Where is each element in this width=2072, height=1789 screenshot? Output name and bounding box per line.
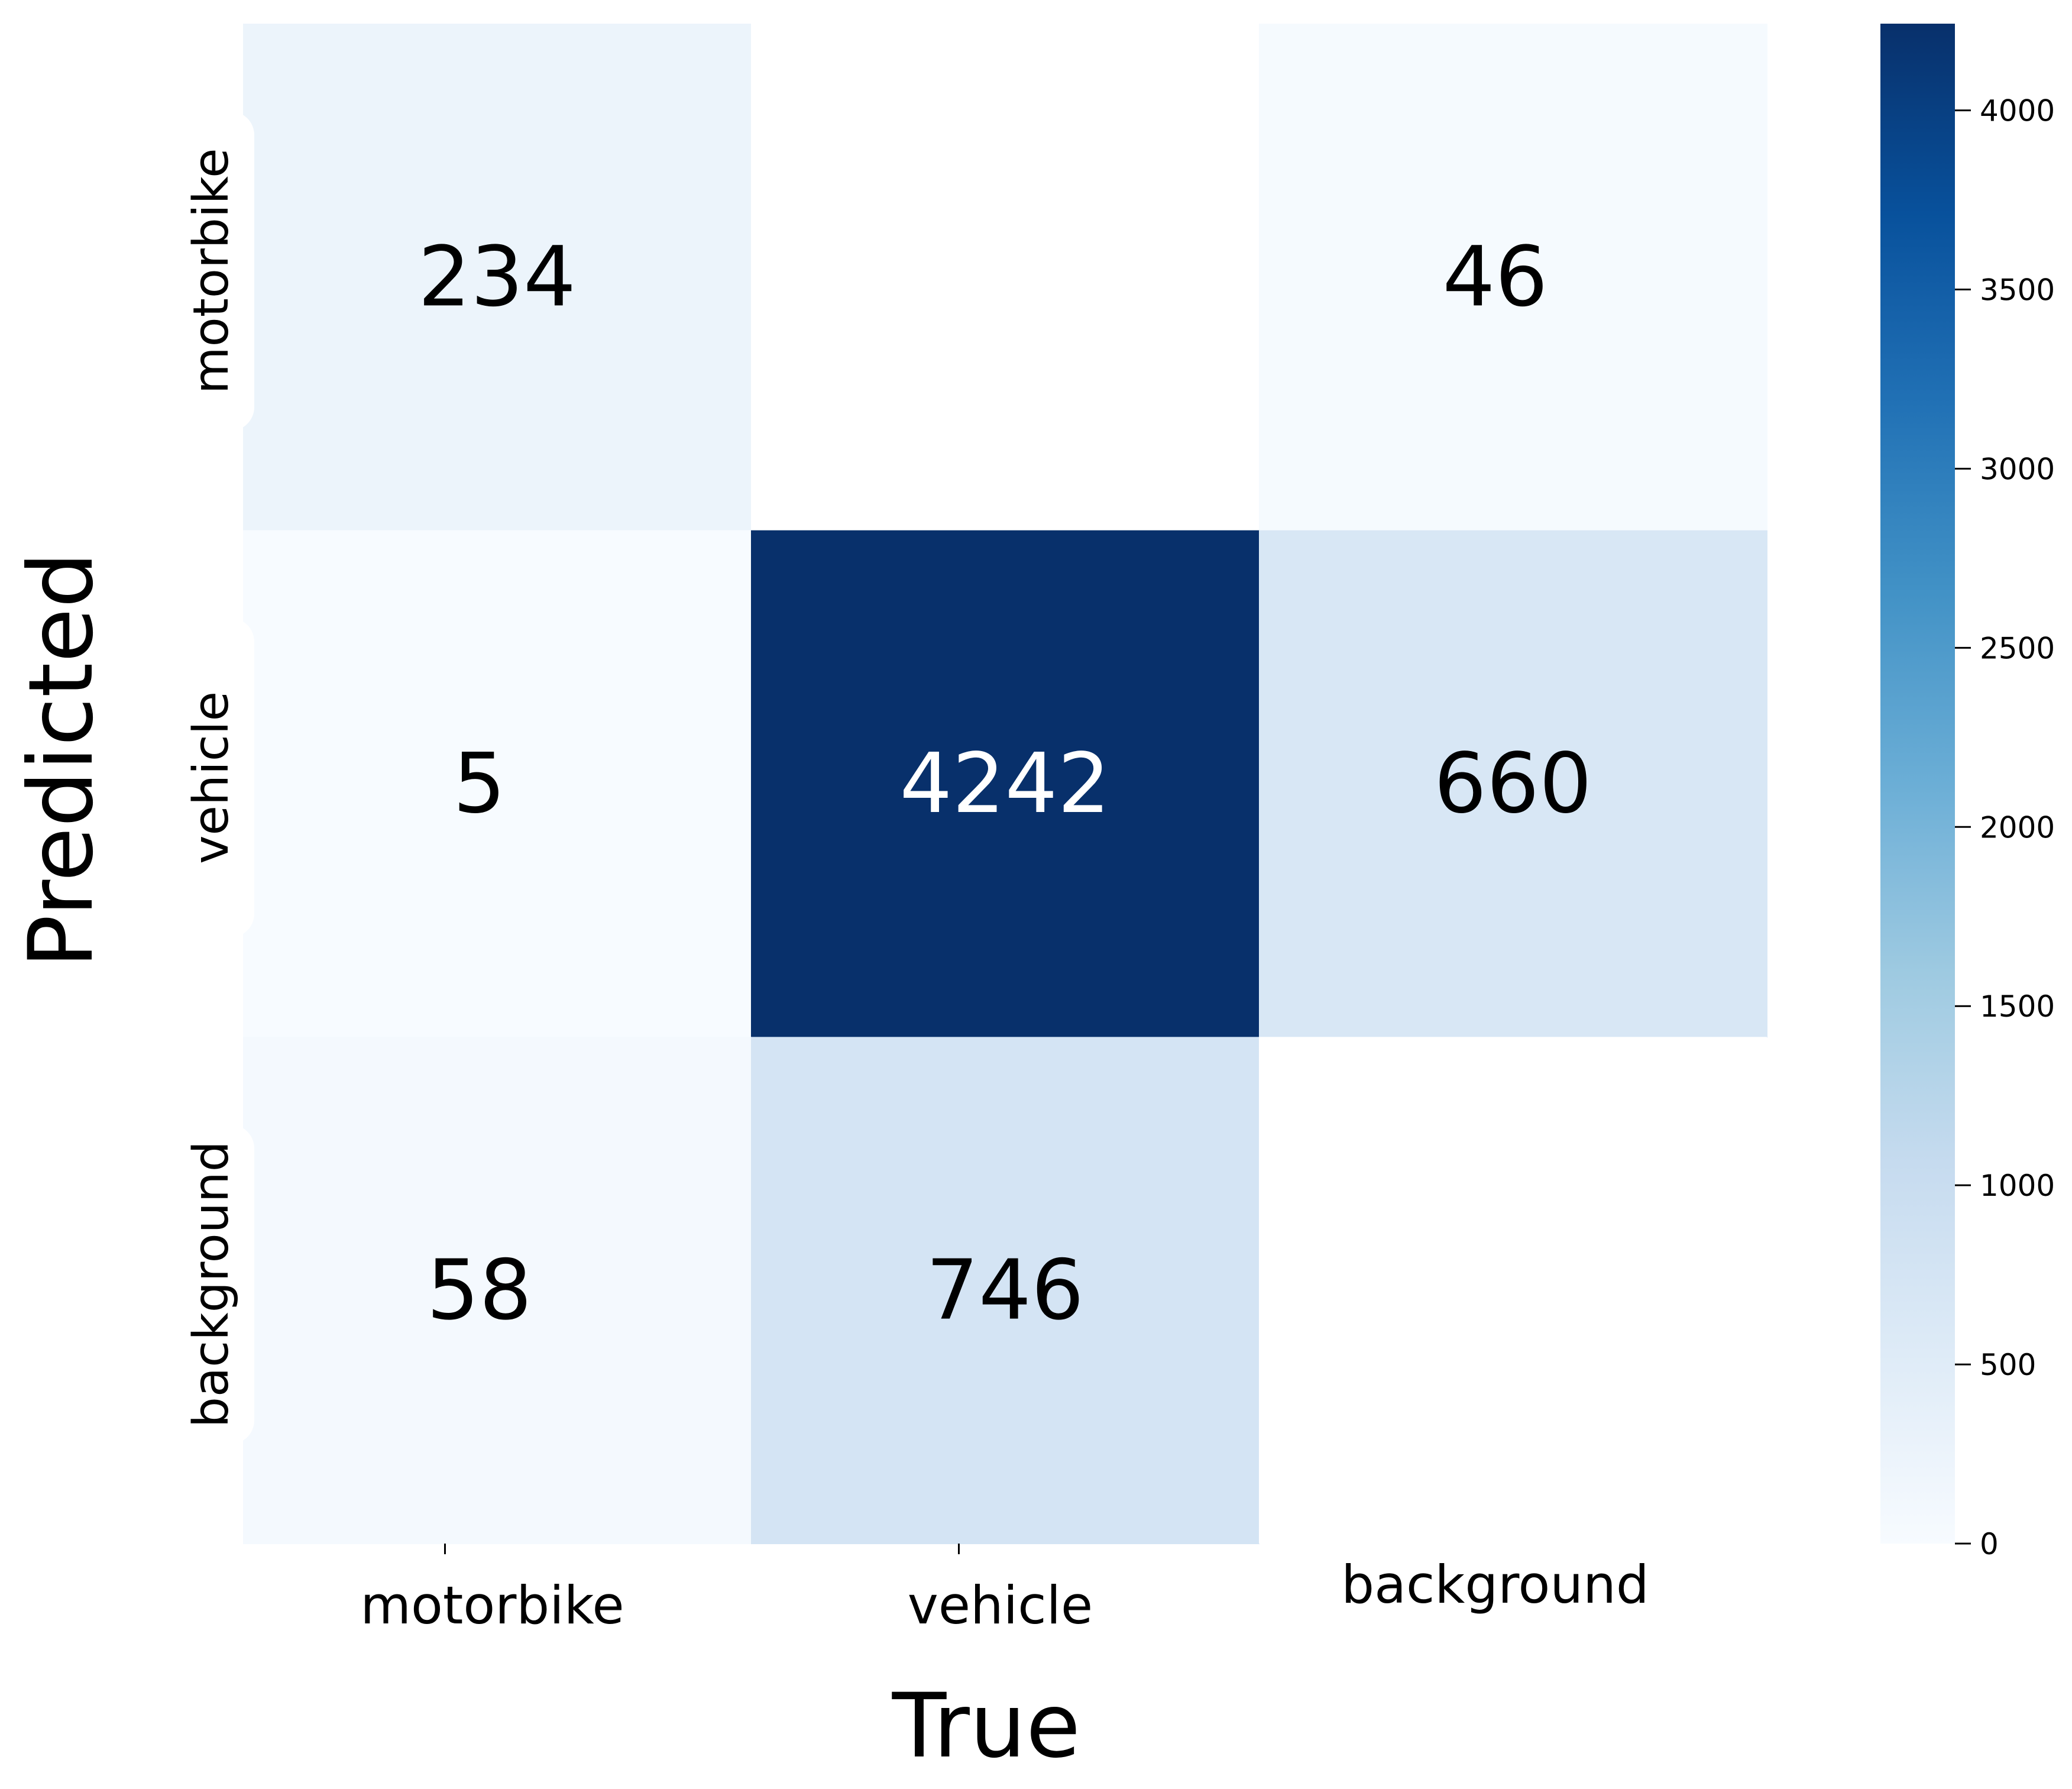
heatmap-cell [1259,530,1767,1038]
heatmap-cells: 234 46 5 4242 660 58 746 [243,24,1767,1544]
heatmap-cell [751,1037,1260,1544]
y-tick-label-background [171,1124,254,1444]
colorbar-tick-label: 3500 [1980,273,2055,308]
y-tick-labels: motorbike vehicle background [171,111,254,1444]
heatmap-cell-empty [1259,1037,1767,1544]
y-tick-label: background [183,1141,239,1428]
heatmap-cell [243,1037,752,1544]
y-axis-label: Predicted [10,552,113,968]
x-tick-label: background [1341,1554,1649,1615]
x-tick-labels: motorbike vehicle background [360,1544,1649,1636]
colorbar-tick-label: 2000 [1980,810,2055,845]
cell-value-label: 660 [1434,736,1592,832]
cell-value-label: 746 [926,1243,1084,1339]
colorbar-tick-label: 0 [1980,1527,1999,1561]
x-tick-label: motorbike [360,1575,624,1636]
colorbar-tick-label: 3000 [1980,452,2055,486]
colorbar-tick-label: 1000 [1980,1169,2055,1203]
cell-value-label: 4242 [899,736,1110,832]
cell-value-label: 234 [418,229,576,325]
colorbar-tick-label: 1500 [1980,989,2055,1024]
cell-value-label: 5 [453,736,506,832]
cell-value-label: 46 [1442,229,1547,325]
heatmap-cell [751,530,1260,1038]
colorbar [1880,24,1955,1544]
heatmap-cell [1259,24,1767,531]
colorbar-tick-label: 2500 [1980,631,2055,665]
x-axis-label: True [892,1675,1081,1778]
colorbar-tick-label: 4000 [1980,94,2055,128]
heatmap-cell [243,530,752,1038]
colorbar-tick-label: 500 [1980,1348,2036,1382]
x-tick-label: vehicle [908,1575,1093,1636]
heatmap-cell-empty [751,24,1259,530]
cell-value-label: 58 [426,1243,532,1339]
y-tick-label: motorbike [183,148,239,394]
y-tick-label-background [171,111,254,431]
heatmap-cell [243,24,752,531]
colorbar-ticks: 0 500 1000 1500 2000 2500 3000 3500 4000 [1955,94,2055,1561]
y-tick-label: vehicle [183,691,239,864]
y-tick-label-background [171,618,254,937]
